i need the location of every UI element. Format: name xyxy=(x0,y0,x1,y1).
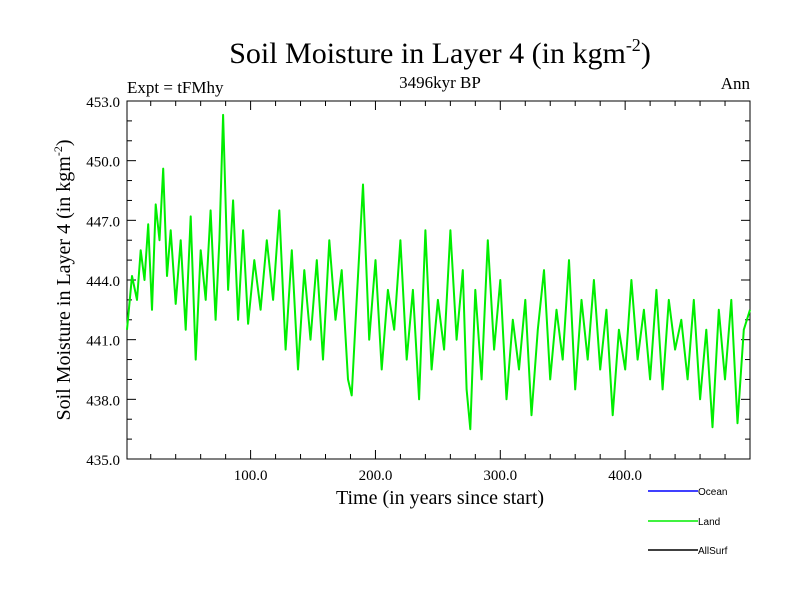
series-line-land xyxy=(126,113,751,431)
y-axis-label-close: ) xyxy=(53,139,75,146)
y-axis-label: Soil Moisture in Layer 4 (in kgm-2) xyxy=(51,139,75,420)
legend-label: Ocean xyxy=(698,487,727,498)
season-label: Ann xyxy=(721,74,751,93)
x-tick-label: 400.0 xyxy=(608,468,642,484)
chart-title-close: ) xyxy=(641,37,651,70)
chart-title-main: Soil Moisture in Layer 4 (in kgm xyxy=(229,37,626,70)
y-tick-label: 438.0 xyxy=(86,393,120,409)
chart-title-superscript: -2 xyxy=(626,35,641,55)
experiment-label: Expt = tFMhy xyxy=(127,78,224,97)
legend-item-ocean: Ocean xyxy=(648,487,727,498)
series-layer xyxy=(126,113,751,431)
chart-subtitle: 3496kyr BP xyxy=(399,73,481,92)
y-tick-label: 444.0 xyxy=(86,274,120,290)
legend-label: Land xyxy=(698,517,720,528)
y-tick-label: 435.0 xyxy=(86,453,120,469)
legend: Ocean Land AllSurf xyxy=(648,487,728,557)
legend-item-land: Land xyxy=(648,517,720,528)
y-tick-label: 441.0 xyxy=(86,334,120,350)
y-tick-label: 450.0 xyxy=(86,155,120,171)
y-tick-label: 453.0 xyxy=(86,95,120,111)
y-axis-label-main: Soil Moisture in Layer 4 (in kgm xyxy=(53,156,75,421)
plot-frame xyxy=(126,100,751,460)
x-axis-label: Time (in years since start) xyxy=(336,487,544,509)
x-tick-label: 300.0 xyxy=(483,468,517,484)
legend-label: AllSurf xyxy=(698,546,728,557)
legend-item-allsurf: AllSurf xyxy=(648,546,728,557)
y-axis-label-superscript: -2 xyxy=(51,146,65,156)
x-tick-label: 200.0 xyxy=(359,468,393,484)
axis-ticks: 435.0 438.0 441.0 444.0 447.0 450.0 453.0 100.0… xyxy=(86,95,750,484)
y-tick-label: 447.0 xyxy=(86,214,120,230)
x-tick-label: 100.0 xyxy=(234,468,268,484)
chart-title: Soil Moisture in Layer 4 (in kgm-2) xyxy=(229,35,651,70)
